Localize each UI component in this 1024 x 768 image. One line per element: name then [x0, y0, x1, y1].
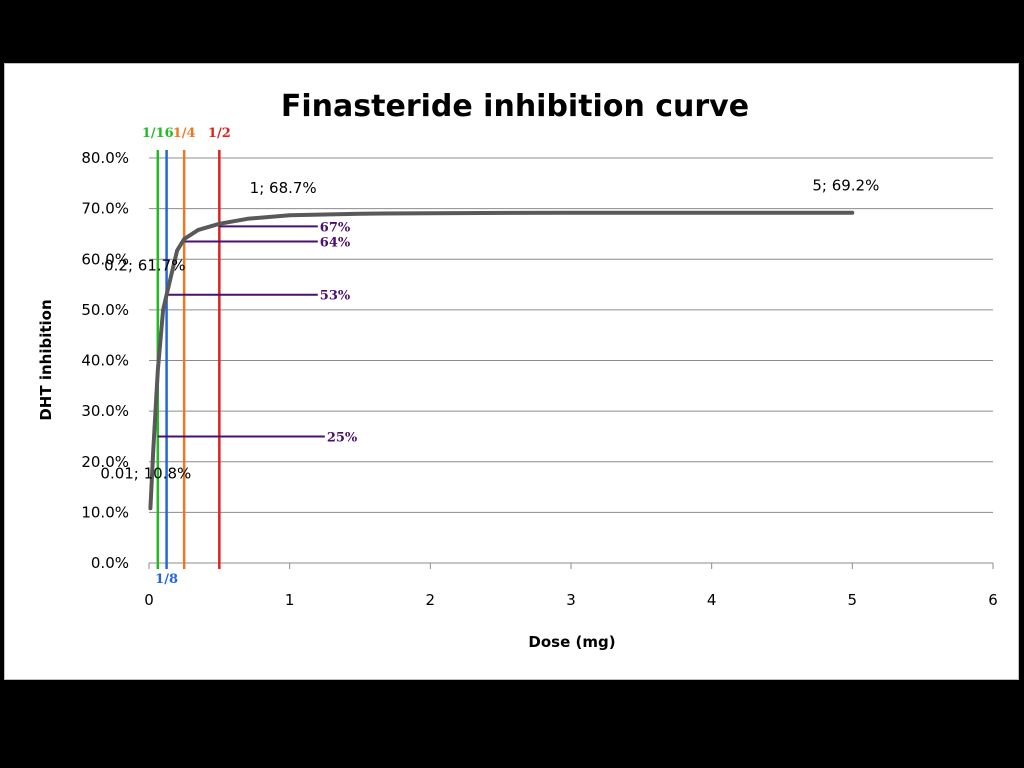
dose-marker-label: 1/4: [173, 126, 196, 141]
y-tick-label: 80.0%: [81, 149, 129, 167]
x-axis-label: Dose (mg): [528, 633, 615, 651]
data-point: [218, 223, 221, 225]
inhibition-marker-label: 53%: [320, 289, 351, 304]
x-tick-label: 2: [426, 591, 436, 609]
series-line: [148, 210, 855, 511]
dose-marker-label: 1/8: [155, 572, 178, 587]
inhibition-marker-label: 67%: [320, 220, 351, 235]
data-point: [165, 293, 168, 296]
x-tick-label: 6: [988, 591, 998, 609]
chart-frame: Finasteride inhibition curve 1/16 1/8 1/4 1…: [4, 63, 1019, 680]
data-point: [429, 212, 432, 214]
data-label: 1; 68.7%: [250, 179, 317, 197]
grid-layer: [149, 157, 993, 564]
inhibition-marker-label: 25%: [327, 430, 358, 445]
y-axis-label: DHT inhibition: [37, 299, 55, 420]
y-tick-label: 60.0%: [81, 250, 129, 268]
y-tick-label: 70.0%: [81, 200, 129, 218]
data-point: [183, 238, 185, 240]
x-tick-label: 4: [707, 591, 717, 609]
data-point: [570, 211, 572, 214]
data-point: [176, 249, 178, 252]
data-point: [710, 211, 713, 214]
data-point: [288, 214, 291, 217]
curve-layer: [148, 210, 855, 511]
marker-layer: 1/16 1/8 1/4 1/2 25% 53% 64%67%: [142, 126, 358, 587]
data-label: 5; 69.2%: [812, 177, 879, 195]
data-point: [162, 309, 164, 311]
inhibition-marker-label: 64%: [320, 236, 351, 251]
data-point: [152, 450, 155, 453]
y-tick-label: 0.0%: [91, 554, 129, 572]
dose-marker-label: 1/2: [208, 126, 231, 141]
data-point: [851, 211, 854, 214]
data-point: [359, 212, 361, 215]
y-tick-label: 10.0%: [81, 503, 129, 521]
data-label: 0.01; 10.8%: [100, 464, 191, 482]
y-tick-label: 50.0%: [81, 301, 129, 319]
y-tick-label: 30.0%: [81, 402, 129, 420]
data-label: 0.2; 61.7%: [104, 257, 185, 275]
x-tick-label: 5: [848, 591, 858, 609]
y-tick-label: 40.0%: [81, 352, 129, 370]
dose-marker-label: 1/16: [142, 126, 174, 141]
data-point: [246, 217, 249, 220]
label-layer: 0.01; 10.8% 0.2; 61.7% 1; 68.7% 5; 69.2%: [100, 177, 879, 483]
y-tick-label: 20.0%: [81, 453, 129, 471]
data-point: [149, 507, 152, 510]
tick-layer: 0.0% 10.0% 20.0% 30.0% 40.0% 50.0% 60.0% 70.0% 8…: [81, 149, 997, 609]
data-point: [156, 369, 159, 372]
chart-title: Finasteride inhibition curve: [281, 89, 749, 124]
x-tick-label: 0: [144, 591, 154, 609]
chart-svg: Finasteride inhibition curve 1/161/81/4 1…: [37, 89, 998, 651]
x-tick-label: 3: [566, 591, 576, 609]
data-point: [197, 229, 200, 231]
x-tick-label: 1: [285, 591, 295, 609]
